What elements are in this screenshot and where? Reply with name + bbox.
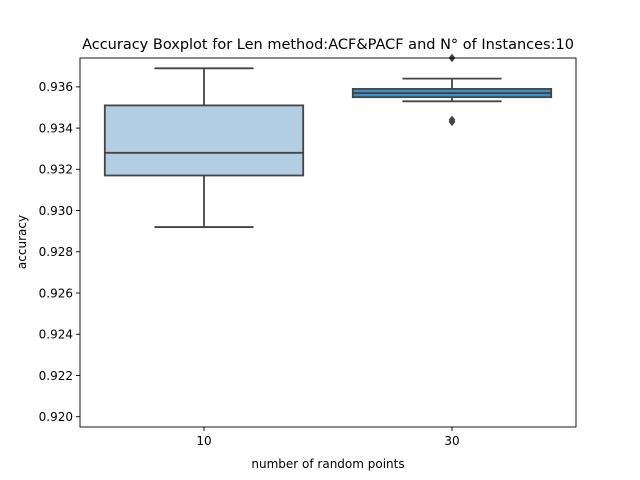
x-tick-label: 10 <box>196 434 211 448</box>
outlier-point <box>448 115 456 125</box>
y-tick-label: 0.922 <box>39 369 73 383</box>
y-tick-label: 0.924 <box>39 328 73 342</box>
y-tick-label: 0.926 <box>39 286 73 300</box>
box-group-10 <box>103 67 305 228</box>
y-axis: 0.920 0.922 0.924 0.926 0.928 0.930 0.932 0.934… <box>39 80 80 424</box>
y-tick-label: 0.930 <box>39 204 73 218</box>
x-tick-label: 30 <box>444 434 459 448</box>
plot-area <box>103 53 553 228</box>
x-axis: 10 30 <box>196 427 460 448</box>
y-tick-label: 0.932 <box>39 163 73 177</box>
y-tick-label: 0.936 <box>39 80 73 94</box>
y-tick-label: 0.928 <box>39 245 73 259</box>
y-tick-label: 0.920 <box>39 410 73 424</box>
plot-frame <box>79 57 577 428</box>
chart-title: Accuracy Boxplot for Len method:ACF&PACF… <box>82 37 574 53</box>
y-tick-label: 0.934 <box>39 121 73 135</box>
y-axis-label: accuracy <box>15 215 29 269</box>
box-group-30 <box>351 53 553 127</box>
box-iqr <box>103 104 305 177</box>
x-axis-label: number of random points <box>251 457 404 471</box>
